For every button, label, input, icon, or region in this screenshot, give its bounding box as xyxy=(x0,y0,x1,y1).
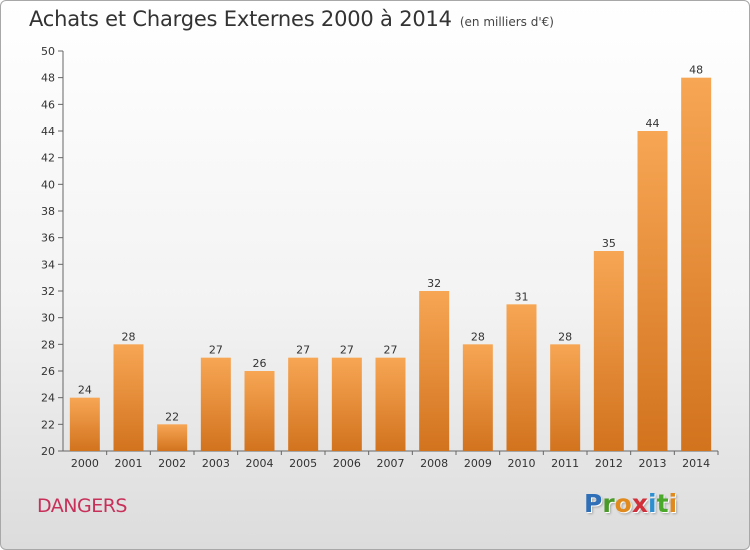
chart-title: Achats et Charges Externes 2000 à 2014 (e… xyxy=(29,7,554,31)
logo-letter: i xyxy=(668,489,678,518)
bar-2000 xyxy=(69,397,100,451)
x-tick-label: 2002 xyxy=(158,457,186,470)
x-tick-label: 2007 xyxy=(377,457,405,470)
bar-2008 xyxy=(419,291,450,451)
logo-letter: P xyxy=(584,489,603,518)
y-tick-label: 26 xyxy=(41,365,55,378)
y-tick-label: 22 xyxy=(41,418,55,431)
x-tick-label: 2008 xyxy=(420,457,448,470)
y-tick-label: 34 xyxy=(41,258,55,271)
y-tick-label: 38 xyxy=(41,205,55,218)
data-label-2000: 24 xyxy=(78,384,92,397)
y-tick-label: 32 xyxy=(41,285,55,298)
chart-title-text: Achats et Charges Externes 2000 à 2014 xyxy=(29,7,452,31)
x-tick-label: 2014 xyxy=(682,457,710,470)
bar-2009 xyxy=(462,344,493,451)
x-tick-label: 2001 xyxy=(115,457,143,470)
y-tick-label: 42 xyxy=(41,152,55,165)
x-tick-label: 2000 xyxy=(71,457,99,470)
data-label-2006: 27 xyxy=(340,344,354,357)
city-name: DANGERS xyxy=(37,495,128,517)
y-tick-label: 30 xyxy=(41,312,55,325)
y-tick-label: 40 xyxy=(41,178,55,191)
bar-2014 xyxy=(681,77,712,452)
data-label-2001: 28 xyxy=(122,330,136,343)
bar-2011 xyxy=(550,344,581,451)
data-label-2005: 27 xyxy=(296,344,310,357)
bar-2012 xyxy=(593,251,624,451)
data-label-2013: 44 xyxy=(646,117,660,130)
y-tick-label: 20 xyxy=(41,445,55,458)
bar-2010 xyxy=(506,304,537,451)
x-tick-label: 2009 xyxy=(464,457,492,470)
bar-2013 xyxy=(637,131,668,451)
x-tick-label: 2013 xyxy=(639,457,667,470)
x-tick-label: 2006 xyxy=(333,457,361,470)
chart-subtitle: (en milliers d'€) xyxy=(459,15,554,29)
logo-letter: o xyxy=(614,489,632,518)
y-tick-label: 46 xyxy=(41,98,55,111)
bar-2002 xyxy=(157,424,188,451)
y-tick-label: 48 xyxy=(41,72,55,85)
y-tick-label: 44 xyxy=(41,125,55,138)
bar-2004 xyxy=(244,371,275,451)
y-tick-label: 28 xyxy=(41,338,55,351)
bar-2007 xyxy=(375,357,406,451)
data-label-2007: 27 xyxy=(384,344,398,357)
x-tick-label: 2011 xyxy=(551,457,579,470)
x-tick-label: 2010 xyxy=(508,457,536,470)
y-tick-label: 50 xyxy=(41,45,55,58)
bars xyxy=(69,77,712,452)
data-label-2003: 27 xyxy=(209,344,223,357)
data-label-2008: 32 xyxy=(427,277,441,290)
data-label-2002: 22 xyxy=(165,410,179,423)
logo-letter: r xyxy=(602,489,615,518)
x-tick-label: 2004 xyxy=(246,457,274,470)
y-tick-label: 36 xyxy=(41,232,55,245)
data-label-2004: 26 xyxy=(253,357,267,370)
bar-2006 xyxy=(331,357,362,451)
data-labels: 24 28 22 27 26 27 27 27 32 28 31 28 35 44 48 xyxy=(78,64,703,424)
data-label-2010: 31 xyxy=(515,290,529,303)
logo-letter: i xyxy=(648,489,657,518)
x-tick-label: 2005 xyxy=(289,457,317,470)
data-label-2011: 28 xyxy=(558,330,572,343)
bar-2003 xyxy=(200,357,231,451)
logo-letter: t xyxy=(656,489,669,518)
x-tick-label: 2003 xyxy=(202,457,230,470)
bar-2001 xyxy=(113,344,144,451)
logo-letter: x xyxy=(631,489,648,518)
y-tick-label: 24 xyxy=(41,392,55,405)
x-tick-label: 2012 xyxy=(595,457,623,470)
proxiti-logo: Proxiti xyxy=(584,489,677,518)
data-label-2014: 48 xyxy=(689,64,703,77)
data-label-2009: 28 xyxy=(471,330,485,343)
axes: 20 22 24 26 28 30 32 34 36 38 40 42 44 46 48 50 2000 2001… xyxy=(41,45,719,470)
data-label-2012: 35 xyxy=(602,237,616,250)
bar-2005 xyxy=(288,357,319,451)
